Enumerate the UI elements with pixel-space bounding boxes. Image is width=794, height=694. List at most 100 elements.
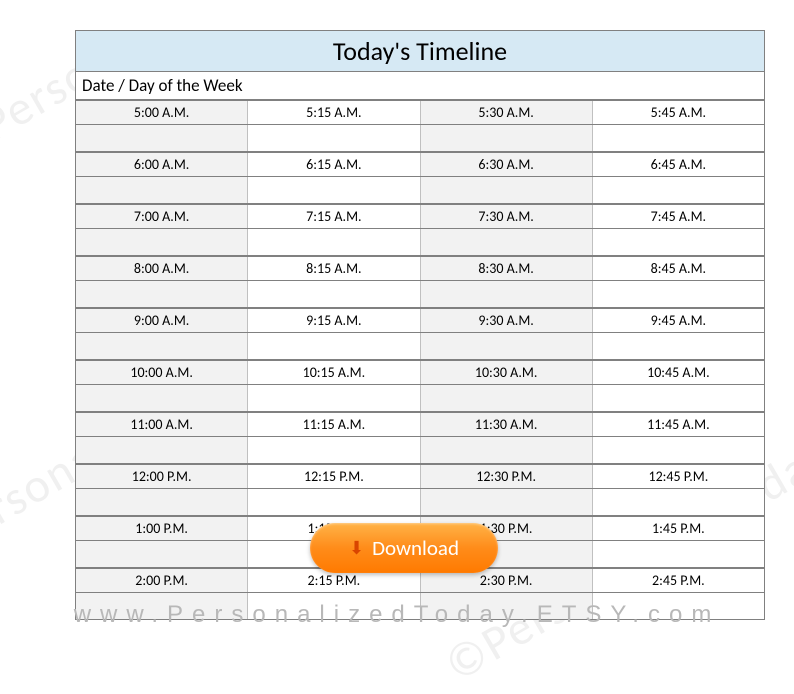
time-content-cell <box>248 281 420 307</box>
time-row: 11:00 A.M.11:15 A.M.11:30 A.M.11:45 A.M. <box>75 412 765 464</box>
time-content-cell <box>76 125 248 151</box>
time-cell: 1:45 P.M. <box>593 517 764 540</box>
time-cell: 2:45 P.M. <box>593 569 764 592</box>
time-cell: 8:00 A.M. <box>76 257 248 280</box>
time-header-row: 12:00 P.M.12:15 P.M.12:30 P.M.12:45 P.M. <box>76 464 764 489</box>
time-row: 5:00 A.M.5:15 A.M.5:30 A.M.5:45 A.M. <box>75 100 765 152</box>
time-header-row: 10:00 A.M.10:15 A.M.10:30 A.M.10:45 A.M. <box>76 360 764 385</box>
download-button[interactable]: ⬇ Download <box>310 523 498 573</box>
time-content-cell <box>76 541 248 567</box>
time-cell: 5:45 A.M. <box>593 101 764 124</box>
time-cell: 7:45 A.M. <box>593 205 764 228</box>
time-content-row <box>76 177 764 204</box>
time-header-row: 8:00 A.M.8:15 A.M.8:30 A.M.8:45 A.M. <box>76 256 764 281</box>
time-cell: 5:00 A.M. <box>76 101 248 124</box>
time-row: 6:00 A.M.6:15 A.M.6:30 A.M.6:45 A.M. <box>75 152 765 204</box>
time-header-row: 9:00 A.M.9:15 A.M.9:30 A.M.9:45 A.M. <box>76 308 764 333</box>
time-cell: 11:15 A.M. <box>248 413 420 436</box>
time-content-row <box>76 385 764 412</box>
time-content-cell <box>421 281 593 307</box>
time-cell: 7:00 A.M. <box>76 205 248 228</box>
time-cell: 5:30 A.M. <box>421 101 593 124</box>
time-content-cell <box>248 125 420 151</box>
time-content-cell <box>593 437 764 463</box>
time-cell: 9:45 A.M. <box>593 309 764 332</box>
time-content-row <box>76 229 764 256</box>
time-content-cell <box>593 333 764 359</box>
time-cell: 11:30 A.M. <box>421 413 593 436</box>
time-row: 12:00 P.M.12:15 P.M.12:30 P.M.12:45 P.M. <box>75 464 765 516</box>
time-cell: 2:00 P.M. <box>76 569 248 592</box>
time-cell: 12:00 P.M. <box>76 465 248 488</box>
time-content-cell <box>593 229 764 255</box>
page-title: Today's Timeline <box>75 30 765 72</box>
time-content-cell <box>593 177 764 203</box>
time-cell: 8:45 A.M. <box>593 257 764 280</box>
time-content-cell <box>76 385 248 411</box>
time-content-cell <box>421 177 593 203</box>
time-cell: 7:30 A.M. <box>421 205 593 228</box>
time-row: 7:00 A.M.7:15 A.M.7:30 A.M.7:45 A.M. <box>75 204 765 256</box>
time-cell: 8:15 A.M. <box>248 257 420 280</box>
time-cell: 10:45 A.M. <box>593 361 764 384</box>
time-cell: 10:30 A.M. <box>421 361 593 384</box>
time-content-cell <box>421 229 593 255</box>
time-content-cell <box>76 281 248 307</box>
time-content-cell <box>76 229 248 255</box>
time-content-cell <box>248 385 420 411</box>
time-content-cell <box>593 385 764 411</box>
time-content-cell <box>593 281 764 307</box>
time-header-row: 11:00 A.M.11:15 A.M.11:30 A.M.11:45 A.M. <box>76 412 764 437</box>
time-content-cell <box>421 333 593 359</box>
time-content-cell <box>248 437 420 463</box>
time-content-cell <box>76 489 248 515</box>
time-content-row <box>76 437 764 464</box>
time-cell: 12:15 P.M. <box>248 465 420 488</box>
time-cell: 8:30 A.M. <box>421 257 593 280</box>
time-content-cell <box>421 437 593 463</box>
time-cell: 6:30 A.M. <box>421 153 593 176</box>
time-content-cell <box>76 437 248 463</box>
time-content-cell <box>248 489 420 515</box>
time-header-row: 6:00 A.M.6:15 A.M.6:30 A.M.6:45 A.M. <box>76 152 764 177</box>
time-content-cell <box>421 489 593 515</box>
time-row: 10:00 A.M.10:15 A.M.10:30 A.M.10:45 A.M. <box>75 360 765 412</box>
footer-url: www.PersonalizedToday.ETSY.com <box>0 601 794 629</box>
time-cell: 7:15 A.M. <box>248 205 420 228</box>
time-row: 8:00 A.M.8:15 A.M.8:30 A.M.8:45 A.M. <box>75 256 765 308</box>
time-cell: 10:00 A.M. <box>76 361 248 384</box>
time-content-cell <box>248 229 420 255</box>
time-header-row: 7:00 A.M.7:15 A.M.7:30 A.M.7:45 A.M. <box>76 204 764 229</box>
time-cell: 10:15 A.M. <box>248 361 420 384</box>
time-row: 9:00 A.M.9:15 A.M.9:30 A.M.9:45 A.M. <box>75 308 765 360</box>
time-content-cell <box>593 541 764 567</box>
time-cell: 1:00 P.M. <box>76 517 248 540</box>
time-cell: 9:15 A.M. <box>248 309 420 332</box>
download-icon: ⬇ <box>349 537 364 559</box>
time-cell: 6:45 A.M. <box>593 153 764 176</box>
time-content-row <box>76 125 764 152</box>
time-cell: 6:15 A.M. <box>248 153 420 176</box>
time-cell: 12:45 P.M. <box>593 465 764 488</box>
time-cell: 12:30 P.M. <box>421 465 593 488</box>
time-content-cell <box>593 125 764 151</box>
time-content-cell <box>421 125 593 151</box>
time-content-cell <box>76 333 248 359</box>
time-cell: 11:45 A.M. <box>593 413 764 436</box>
time-cell: 5:15 A.M. <box>248 101 420 124</box>
time-cell: 6:00 A.M. <box>76 153 248 176</box>
time-content-cell <box>248 177 420 203</box>
time-cell: 9:00 A.M. <box>76 309 248 332</box>
date-label: Date / Day of the Week <box>75 72 765 100</box>
time-content-cell <box>593 489 764 515</box>
time-header-row: 5:00 A.M.5:15 A.M.5:30 A.M.5:45 A.M. <box>76 100 764 125</box>
time-content-cell <box>421 385 593 411</box>
time-content-row <box>76 333 764 360</box>
time-cell: 11:00 A.M. <box>76 413 248 436</box>
time-content-cell <box>76 177 248 203</box>
time-cell: 9:30 A.M. <box>421 309 593 332</box>
time-content-row <box>76 281 764 308</box>
time-content-cell <box>248 333 420 359</box>
download-label: Download <box>372 535 459 561</box>
time-content-row <box>76 489 764 516</box>
